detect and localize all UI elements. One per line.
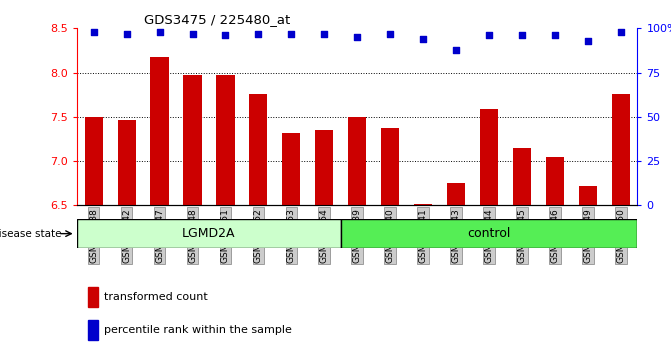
Bar — [315, 130, 333, 205]
Point — [418, 36, 429, 42]
Point — [385, 31, 396, 36]
Point — [286, 31, 297, 36]
Text: control: control — [468, 227, 511, 240]
Bar — [250, 94, 268, 205]
Point — [550, 33, 560, 38]
Bar — [579, 186, 597, 205]
Text: percentile rank within the sample: percentile rank within the sample — [104, 325, 292, 335]
Bar — [117, 120, 136, 205]
Point — [89, 29, 99, 35]
Bar — [480, 109, 498, 205]
Text: GDS3475 / 225480_at: GDS3475 / 225480_at — [144, 13, 291, 26]
Point — [484, 33, 495, 38]
Point — [220, 33, 231, 38]
Point — [582, 38, 593, 44]
Bar — [381, 128, 399, 205]
Bar — [341, 219, 637, 248]
Point — [352, 34, 362, 40]
Bar — [85, 117, 103, 205]
Bar — [89, 287, 99, 307]
Bar — [546, 157, 564, 205]
Text: disease state: disease state — [0, 229, 62, 239]
Bar — [89, 320, 99, 340]
Point — [451, 47, 462, 52]
Point — [319, 31, 329, 36]
Bar — [77, 219, 341, 248]
Bar — [150, 57, 168, 205]
Point — [187, 31, 198, 36]
Bar — [183, 75, 201, 205]
Point — [517, 33, 527, 38]
Bar — [282, 133, 301, 205]
Bar — [348, 117, 366, 205]
Point — [253, 31, 264, 36]
Bar — [447, 183, 465, 205]
Text: LGMD2A: LGMD2A — [183, 227, 236, 240]
Bar — [513, 148, 531, 205]
Point — [121, 31, 132, 36]
Bar — [612, 94, 630, 205]
Point — [615, 29, 626, 35]
Text: transformed count: transformed count — [104, 292, 208, 302]
Bar — [217, 75, 235, 205]
Point — [154, 29, 165, 35]
